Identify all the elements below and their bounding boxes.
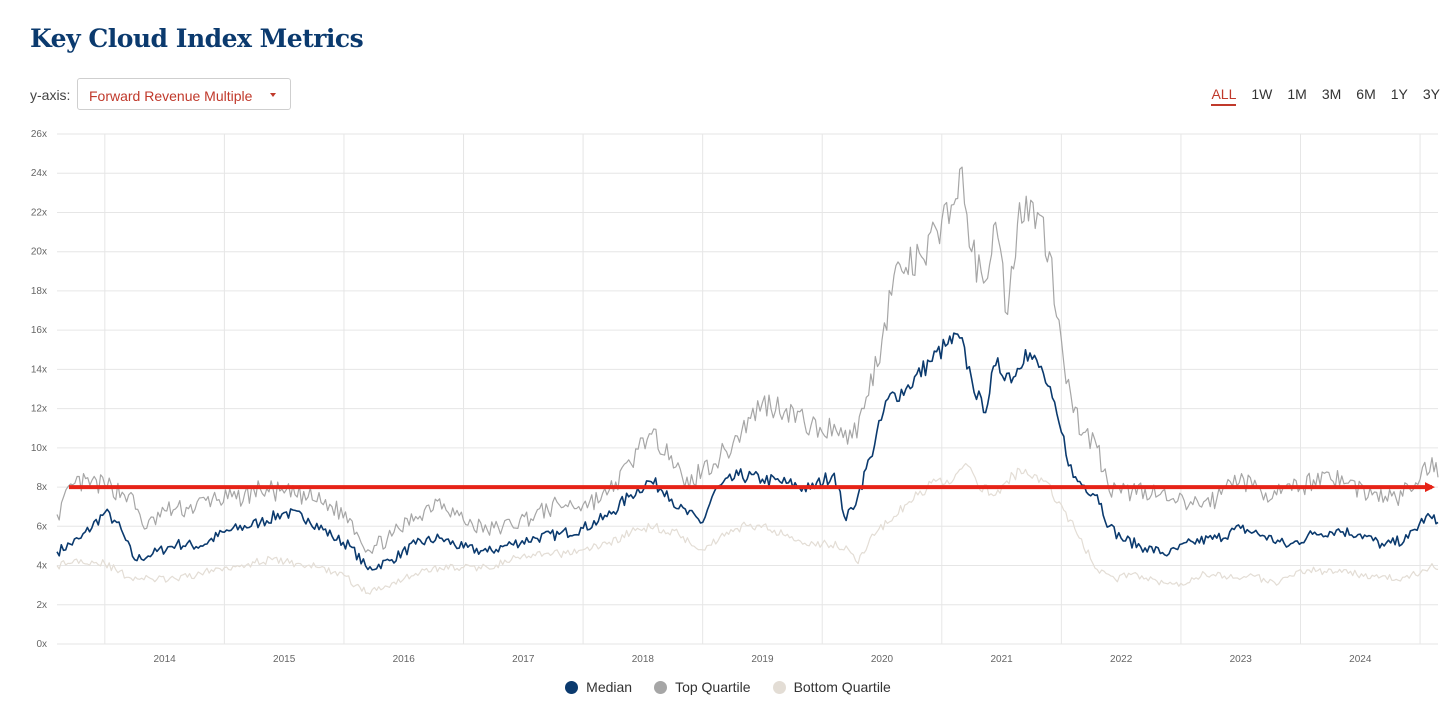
caret-down-icon: [270, 93, 276, 97]
y-tick-label: 4x: [36, 561, 47, 572]
x-tick-label: 2022: [1110, 654, 1133, 665]
dropdown-selected-value: Forward Revenue Multiple: [89, 88, 253, 104]
x-tick-label: 2015: [273, 654, 296, 665]
y-tick-label: 18x: [31, 286, 47, 297]
y-tick-label: 8x: [36, 482, 47, 493]
y-tick-label: 10x: [31, 443, 47, 454]
x-tick-label: 2020: [871, 654, 894, 665]
legend-item-median[interactable]: Median: [565, 679, 632, 695]
y-tick-label: 16x: [31, 325, 47, 336]
range-button-1w[interactable]: 1W: [1251, 86, 1273, 102]
y-tick-label: 22x: [31, 207, 47, 218]
y-tick-label: 2x: [36, 600, 47, 611]
y-tick-label: 12x: [31, 404, 47, 415]
legend-item-bottom-quartile[interactable]: Bottom Quartile: [772, 679, 891, 695]
legend-label: Top Quartile: [675, 679, 751, 695]
y-axis-label: y-axis:: [30, 87, 71, 103]
x-tick-label: 2014: [153, 654, 176, 665]
y-tick-label: 0x: [36, 639, 47, 650]
chart-grid: 0x 2x 4x 6x 8x 10x 12x 14x 16x 18x 20x 22x 24x 26x 201…: [31, 129, 1438, 665]
legend-label: Median: [586, 679, 633, 695]
x-tick-label: 2024: [1349, 654, 1372, 665]
y-tick-label: 24x: [31, 168, 47, 179]
y-tick-label: 26x: [31, 129, 47, 140]
series-line-median: [56, 332, 1439, 571]
series-line-top-quartile: [56, 166, 1439, 554]
y-axis-metric-dropdown[interactable]: Forward Revenue Multiple: [77, 78, 291, 110]
range-button-6m[interactable]: 6M: [1356, 86, 1376, 102]
series-line-bottom-quartile: [56, 462, 1439, 595]
legend-dot-icon: [565, 680, 579, 694]
range-button-3m[interactable]: 3M: [1321, 86, 1342, 102]
legend-item-top-quartile[interactable]: Top Quartile: [654, 679, 751, 695]
y-tick-label: 6x: [36, 521, 47, 532]
y-tick-label: 20x: [31, 247, 47, 258]
chart-legend: Median Top Quartile Bottom Quartile: [0, 679, 1456, 695]
x-tick-label: 2023: [1230, 654, 1253, 665]
legend-label: Bottom Quartile: [793, 679, 891, 695]
range-button-all[interactable]: ALL: [1211, 86, 1237, 106]
range-button-1m[interactable]: 1M: [1287, 86, 1307, 102]
range-button-3y[interactable]: 3Y: [1422, 86, 1440, 102]
page-title: Key Cloud Index Metrics: [30, 24, 364, 53]
time-range-selector: ALL 1W 1M 3M 6M 1Y 3Y: [1211, 86, 1440, 106]
chart-series: [56, 166, 1439, 595]
legend-dot-icon: [772, 680, 786, 694]
x-tick-label: 2016: [393, 654, 416, 665]
legend-dot-icon: [654, 680, 668, 694]
y-tick-label: 14x: [31, 364, 47, 375]
x-tick-label: 2018: [632, 654, 655, 665]
x-tick-label: 2017: [512, 654, 535, 665]
range-button-1y[interactable]: 1Y: [1390, 86, 1408, 102]
x-tick-label: 2021: [990, 654, 1013, 665]
x-tick-label: 2019: [751, 654, 774, 665]
